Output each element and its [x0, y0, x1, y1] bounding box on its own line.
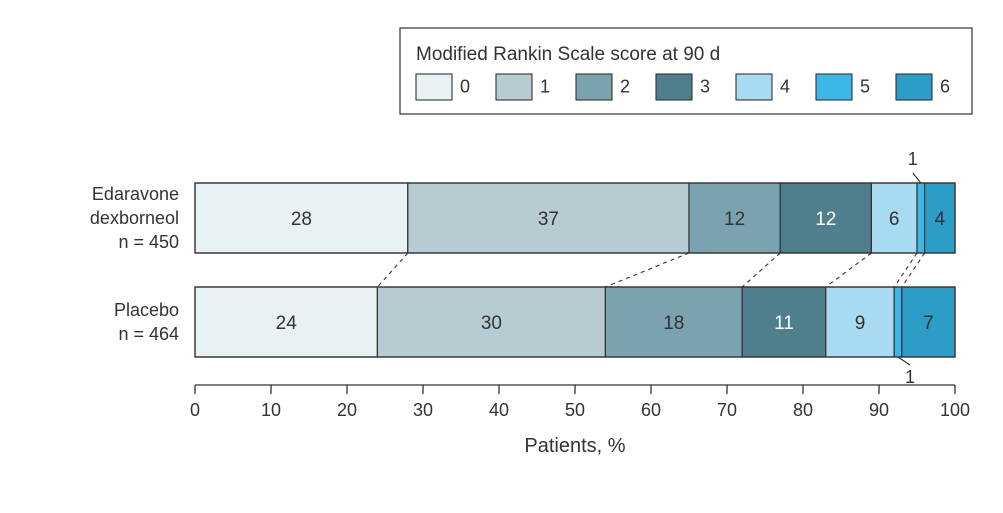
segment-label-treatment-1: 37 — [538, 209, 559, 230]
legend-item-1: 1 — [496, 74, 550, 100]
x-tick-label: 90 — [869, 400, 889, 420]
x-tick-label: 30 — [413, 400, 433, 420]
legend-title: Modified Rankin Scale score at 90 d — [416, 44, 720, 65]
segment-label-placebo-1: 30 — [481, 313, 502, 334]
segment-label-treatment-2: 12 — [724, 209, 745, 230]
legend-item-2: 2 — [576, 74, 630, 100]
segment-label-treatment-4: 6 — [889, 209, 900, 230]
chart-svg: Modified Rankin Scale score at 90 d01234… — [0, 0, 1003, 513]
category-label-line: dexborneol — [90, 208, 179, 228]
legend-swatch-0 — [416, 74, 452, 100]
bar-treatment: 28 37 12 12 6 4 — [195, 183, 955, 253]
segment-label-treatment-0: 28 — [291, 209, 312, 230]
category-label-line: Edaravone — [92, 184, 179, 204]
x-tick-label: 40 — [489, 400, 509, 420]
legend-label-5: 5 — [860, 77, 870, 97]
callout-label-treatment: 1 — [908, 149, 918, 169]
legend-label-2: 2 — [620, 77, 630, 97]
category-label-line: n = 464 — [118, 324, 179, 344]
x-tick-label: 100 — [940, 400, 970, 420]
segment-label-treatment-3: 12 — [815, 209, 836, 230]
x-tick-label: 60 — [641, 400, 661, 420]
mrs-stacked-bar-chart: Modified Rankin Scale score at 90 d01234… — [0, 0, 1003, 513]
legend-label-1: 1 — [540, 77, 550, 97]
legend-swatch-6 — [896, 74, 932, 100]
x-axis-title: Patients, % — [524, 435, 625, 457]
legend-label-0: 0 — [460, 77, 470, 97]
category-label-line: Placebo — [114, 300, 179, 320]
segment-label-placebo-6: 7 — [923, 313, 934, 334]
legend-item-4: 4 — [736, 74, 790, 100]
legend-item-6: 6 — [896, 74, 950, 100]
segment-label-placebo-4: 9 — [855, 313, 866, 334]
segment-placebo-5 — [894, 287, 902, 357]
segment-label-placebo-2: 18 — [663, 313, 684, 334]
legend-item-3: 3 — [656, 74, 710, 100]
callout-label-placebo: 1 — [905, 367, 915, 387]
bar-placebo: 24 30 18 11 9 7 — [195, 287, 955, 357]
x-tick-label: 70 — [717, 400, 737, 420]
segment-label-placebo-0: 24 — [276, 313, 298, 334]
legend-item-5: 5 — [816, 74, 870, 100]
legend-swatch-1 — [496, 74, 532, 100]
legend-swatch-3 — [656, 74, 692, 100]
legend-label-4: 4 — [780, 77, 790, 97]
segment-label-placebo-3: 11 — [774, 313, 794, 334]
legend-swatch-2 — [576, 74, 612, 100]
segment-label-treatment-6: 4 — [935, 209, 946, 230]
legend-swatch-4 — [736, 74, 772, 100]
x-tick-label: 10 — [261, 400, 281, 420]
x-tick-label: 50 — [565, 400, 585, 420]
category-label-line: n = 450 — [118, 232, 179, 252]
legend-label-6: 6 — [940, 77, 950, 97]
legend-label-3: 3 — [700, 77, 710, 97]
x-tick-label: 0 — [190, 400, 200, 420]
x-tick-label: 20 — [337, 400, 357, 420]
legend-item-0: 0 — [416, 74, 470, 100]
legend-swatch-5 — [816, 74, 852, 100]
x-tick-label: 80 — [793, 400, 813, 420]
segment-treatment-5 — [917, 183, 925, 253]
